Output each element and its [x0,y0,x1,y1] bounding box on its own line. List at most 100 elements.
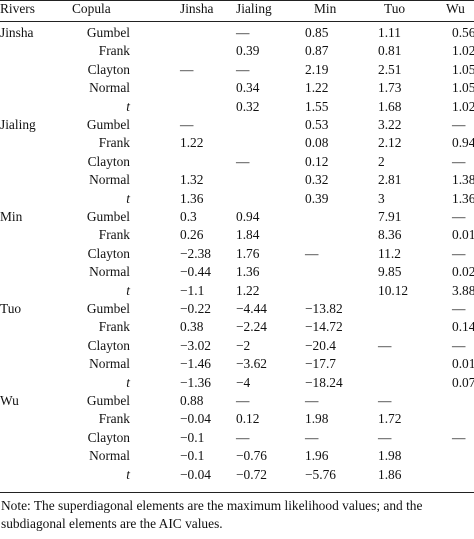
copula-label: Clayton [87,245,130,261]
table-cell: −18.24 [305,374,343,390]
copula-label: Clayton [87,429,130,445]
table-cell: 1.38 [452,172,474,188]
table-cell: 0.14 [452,319,474,335]
table-cell: 0.87 [305,43,329,59]
copula-label: Gumbel [86,209,130,224]
table-cell: 1.36 [452,190,474,206]
column-header-copula: Copula [72,1,111,16]
table-cell: — [452,153,466,169]
table-cell: — [305,245,319,261]
table-cell: 0.02 [452,264,474,280]
header-rule [0,21,474,22]
copula-label: t [126,374,130,390]
copula-label: Clayton [87,61,130,77]
table-cell: −2 [236,337,251,353]
table-cell: 0.39 [305,190,329,206]
table-cell: 2.51 [378,61,402,77]
table-cell: — [180,61,194,77]
table-note: Note: The superdiagonal elements are the… [1,498,423,531]
copula-label: Gumbel [86,393,130,408]
copula-label: Gumbel [86,117,130,132]
column-header-jialing: Jialing [236,1,272,16]
table-cell: 2.81 [378,172,402,188]
table-cell: −1.36 [180,374,211,390]
copula-label: t [126,282,130,298]
table-cell: 1.02 [452,98,474,114]
table-cell: 2.12 [378,135,402,151]
table-cell: 2.19 [305,61,329,77]
table-cell: −2.38 [180,245,211,261]
table-cell: — [452,117,466,132]
copula-label: Clayton [87,337,130,353]
table-cell: −0.44 [180,264,211,280]
table-cell: −2.24 [236,319,267,335]
table-cell: 7.91 [378,209,402,224]
table-cell: −14.72 [305,319,343,335]
column-header-wu: Wu [446,1,465,16]
copula-label: Normal [89,264,130,280]
table-cell: 1.76 [236,245,260,261]
table-cell: −17.7 [305,356,336,372]
river-label: Jialing [0,117,36,132]
copula-label: Frank [98,135,130,151]
copula-label: Gumbel [86,25,130,40]
table-cell: 0.01 [452,356,474,372]
table-cell: 1.86 [378,466,402,482]
copula-label: Gumbel [86,301,130,316]
table-cell: — [236,153,250,169]
table-cell: 1.55 [305,98,329,114]
table-cell: −4.44 [236,301,267,316]
table-cell: — [378,337,392,353]
table-cell: 1.98 [378,448,402,464]
copula-label: Normal [89,356,130,372]
river-label: Min [0,209,23,224]
table-cell: 0.07 [452,374,474,390]
table-cell: −0.04 [180,466,211,482]
table-cell: 1.22 [180,135,204,151]
copula-label: Frank [98,43,130,59]
river-label: Wu [0,393,19,408]
table-cell: 1.96 [305,448,329,464]
table-cell: 1.98 [305,411,329,427]
table-cell: 0.01 [452,227,474,243]
table-cell: 0.12 [236,411,260,427]
table-cell: −0.1 [180,429,205,445]
table-cell: −0.76 [236,448,267,464]
table-cell: — [236,61,250,77]
copula-label: Normal [89,172,130,188]
copula-label: Frank [98,411,130,427]
table-cell: 1.84 [236,227,260,243]
copula-label: Normal [89,448,130,464]
table-cell: 1.36 [236,264,260,280]
table-cell: 1.05 [452,80,474,96]
table-cell: — [378,429,392,445]
copula-label: t [126,466,130,482]
table-cell: −0.1 [180,448,205,464]
table-cell: 0.08 [305,135,329,151]
table-cell: 0.26 [180,227,204,243]
table-cell: — [236,25,250,40]
table-cell: — [378,393,392,408]
column-header-tuo: Tuo [384,1,406,16]
table-cell: 0.94 [452,135,474,151]
table-cell: 1.02 [452,43,474,59]
table-cell: 10.12 [378,282,409,298]
table-cell: 1.73 [378,80,402,96]
river-label: Tuo [0,301,22,316]
table-cell: 0.56 [452,25,474,40]
table-cell: 1.11 [378,25,401,40]
table-cell: — [452,301,466,316]
river-label: Jinsha [0,25,34,40]
table-cell: 1.22 [236,282,260,298]
table-cell: 0.12 [305,153,329,169]
table-cell: −1.1 [180,282,205,298]
table-cell: 8.36 [378,227,402,243]
copula-label: Normal [89,80,130,96]
table-cell: 0.85 [305,25,329,40]
table-cell: 1.72 [378,411,402,427]
table-cell: 0.32 [305,172,329,188]
table-cell: 1.68 [378,98,402,114]
table-cell: −13.82 [305,301,343,316]
table-cell: 11.2 [378,245,401,261]
